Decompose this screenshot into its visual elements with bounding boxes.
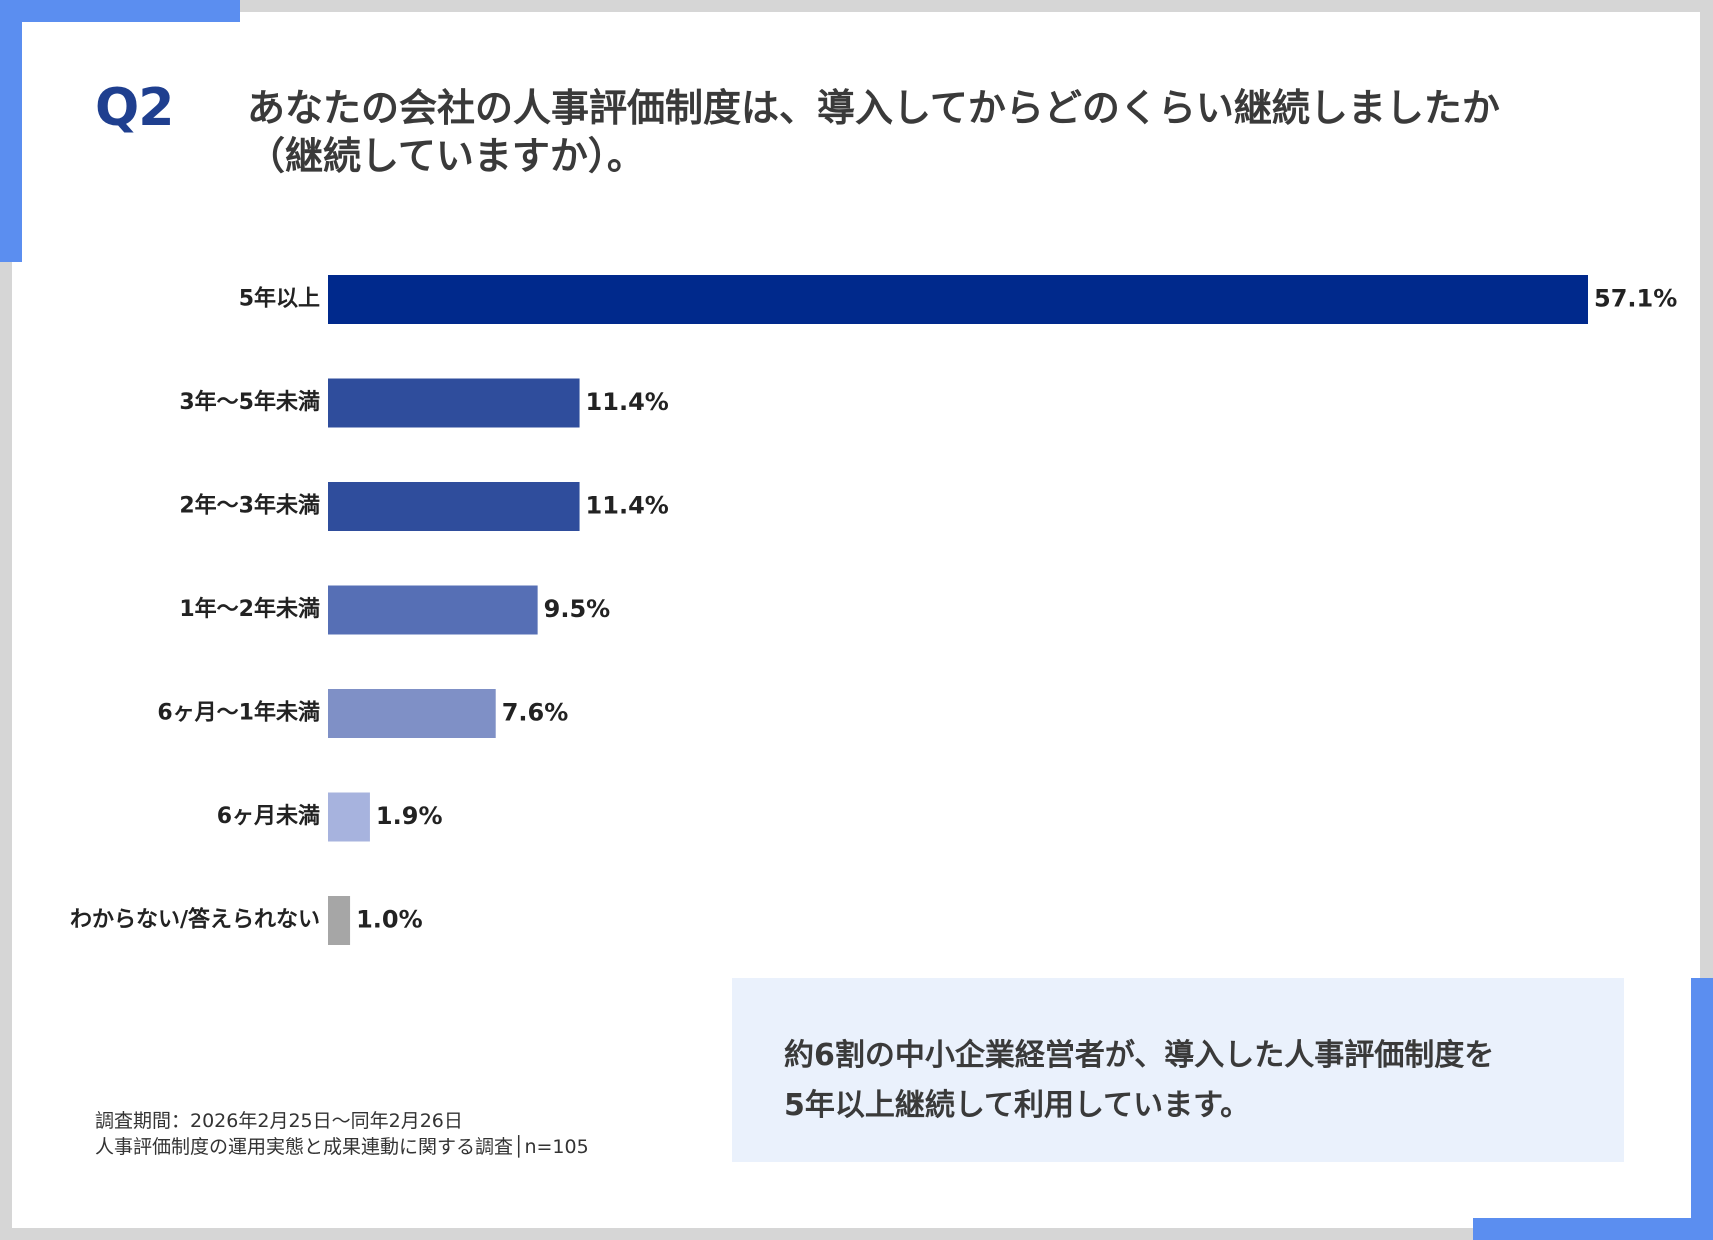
value-label: 11.4%: [586, 492, 669, 520]
corner-accent-bottom-horizontal: [1473, 1218, 1713, 1240]
category-label: 5年以上: [239, 286, 320, 312]
value-label: 11.4%: [586, 388, 669, 416]
frame-left-border: [0, 0, 12, 1240]
value-label: 9.5%: [544, 595, 611, 623]
frame-bottom-border: [0, 1228, 1713, 1240]
category-label: 6ヶ月未満: [217, 803, 320, 829]
bar: [328, 378, 580, 428]
survey-period: 調査期間：2026年2月25日〜同年2月26日: [95, 1110, 463, 1132]
summary-line-2: 5年以上継続して利用しています。: [784, 1088, 1251, 1123]
corner-accent-bottom-vertical: [1691, 978, 1713, 1240]
category-label: わからない/答えられない: [70, 907, 320, 933]
bar: [328, 482, 580, 531]
bar: [328, 792, 370, 842]
frame-right-border: [1700, 0, 1713, 1240]
category-label: 2年〜3年未満: [179, 493, 320, 519]
survey-name: 人事評価制度の運用実態と成果連動に関する調査│n=105: [95, 1136, 589, 1158]
category-label: 6ヶ月〜1年未満: [157, 700, 320, 726]
bar: [328, 275, 1588, 324]
value-label: 1.9%: [376, 802, 443, 830]
summary-box: 約6割の中小企業経営者が、導入した人事評価制度を 5年以上継続して利用しています…: [732, 978, 1624, 1162]
bar-chart: 5年以上 57.1% 3年〜5年未満 11.4% 2年〜3年未満 11.4% 1年〜2年未満…: [70, 275, 1677, 945]
category-label: 1年〜2年未満: [179, 596, 320, 622]
question-line-2: （継続していますか）。: [247, 134, 645, 178]
category-label: 3年〜5年未満: [179, 389, 320, 415]
value-label: 7.6%: [502, 699, 569, 727]
survey-note: 調査期間：2026年2月25日〜同年2月26日 人事評価制度の運用実態と成果連動…: [95, 1108, 589, 1160]
question-line-1: あなたの会社の人事評価制度は、導入してからどのくらい継続しましたか: [247, 86, 1500, 130]
corner-accent-top-horizontal: [0, 0, 240, 22]
summary-line-1: 約6割の中小企業経営者が、導入した人事評価制度を: [784, 1038, 1495, 1073]
question-text: あなたの会社の人事評価制度は、導入してからどのくらい継続しましたか （継続してい…: [247, 84, 1667, 180]
question-number: Q2: [95, 78, 174, 138]
bar: [328, 585, 538, 635]
frame-top-border: [0, 0, 1713, 12]
bar: [328, 896, 351, 945]
value-label: 1.0%: [356, 906, 423, 934]
bar: [328, 689, 496, 738]
corner-accent-top-vertical: [0, 0, 22, 262]
value-label: 57.1%: [1594, 285, 1677, 313]
